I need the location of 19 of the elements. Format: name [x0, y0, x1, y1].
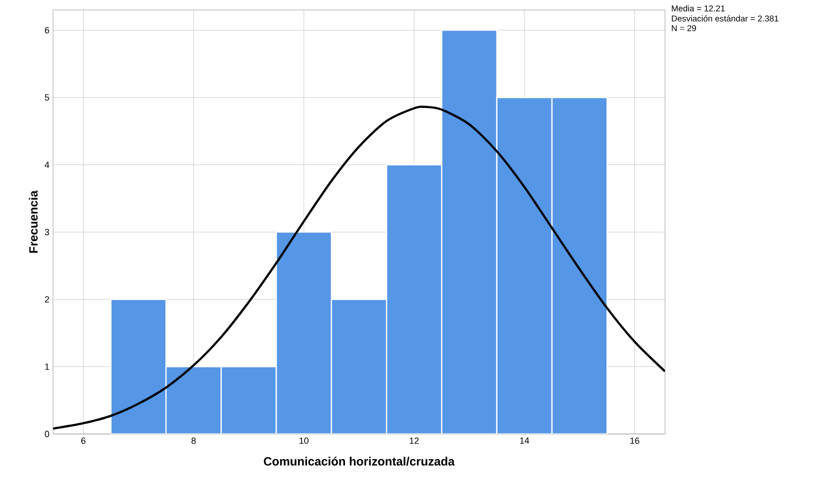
- y-tick-label: 2: [44, 296, 50, 303]
- text: N = 29: [672, 25, 696, 32]
- y-tick-label: 1: [45, 364, 50, 370]
- x-tick-label: 8: [192, 438, 196, 444]
- y-tick-label: 6: [44, 26, 50, 34]
- y-axis-title: Frecuencia: [28, 190, 38, 253]
- y-tick-label: 0: [44, 430, 50, 438]
- x-tick-label: 6: [81, 438, 86, 444]
- x-tick-label: 16: [630, 438, 640, 444]
- x-tick-label: 14: [520, 438, 530, 444]
- x-tick-label: 10: [300, 438, 309, 444]
- y-tick-label: 5: [44, 94, 50, 101]
- text: Desviación estándar = 2.381: [672, 15, 778, 22]
- text: Media = 12.21: [672, 5, 725, 12]
- y-tick-label: 3: [44, 228, 50, 236]
- y-tick-label: 4: [44, 162, 50, 168]
- x-tick-label: 12: [410, 438, 419, 444]
- x-axis-title: Comunicación horizontal/cruzada: [264, 456, 455, 466]
- line-series: [53, 106, 666, 430]
